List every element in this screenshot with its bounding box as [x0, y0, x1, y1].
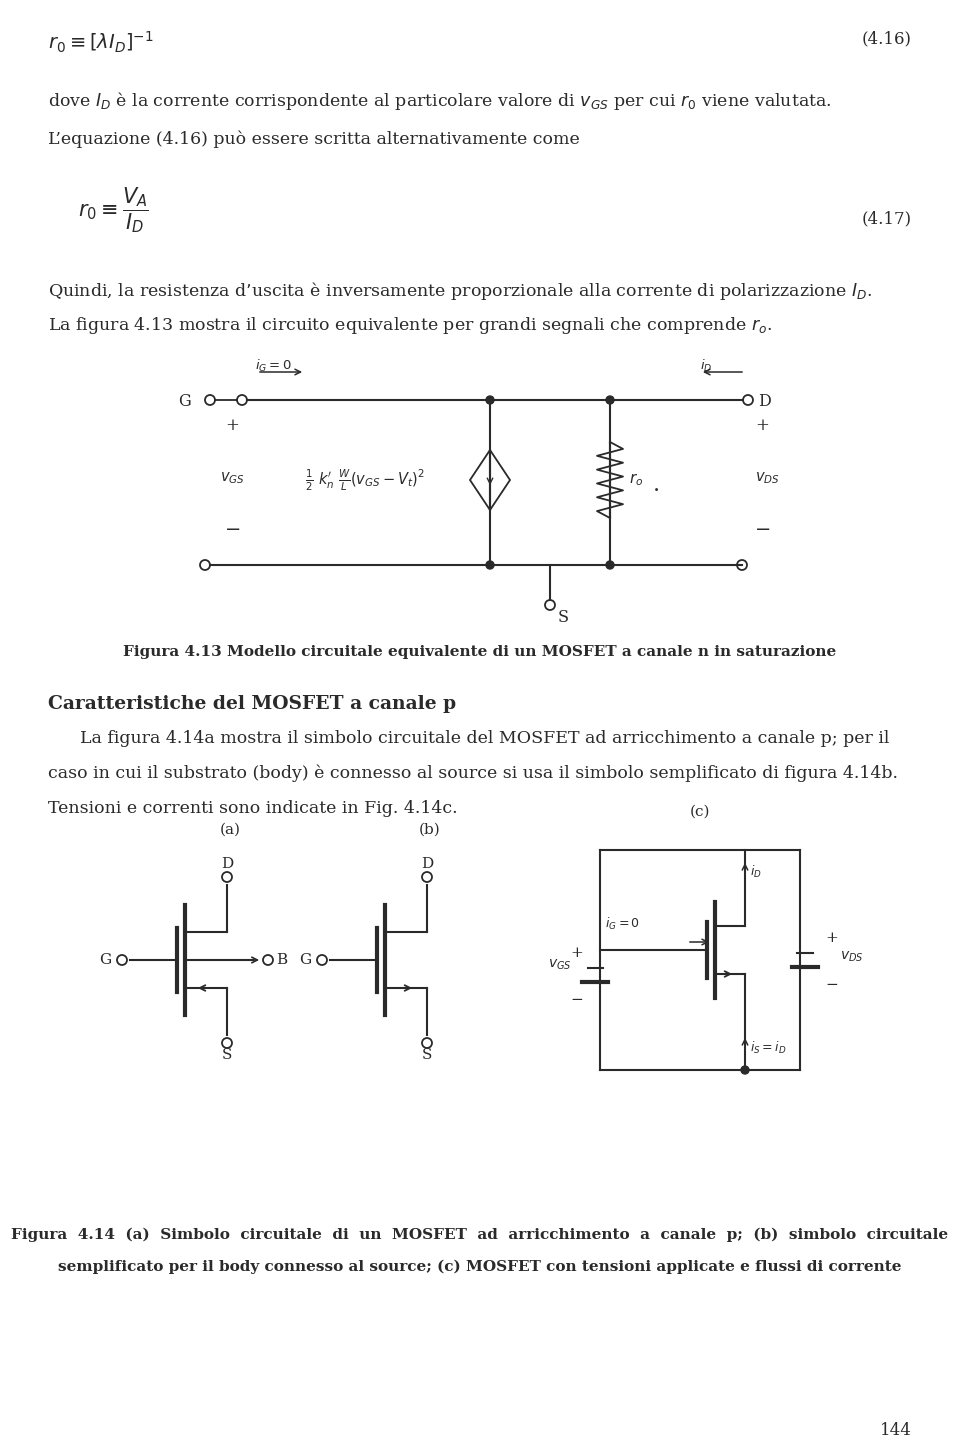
Text: $i_G = 0$: $i_G = 0$ — [605, 917, 640, 933]
Text: −: − — [225, 521, 241, 538]
Text: +: + — [755, 416, 769, 434]
Text: S: S — [421, 1048, 432, 1062]
Text: $r_o$: $r_o$ — [629, 471, 643, 489]
Text: Caratteristiche del MOSFET a canale p: Caratteristiche del MOSFET a canale p — [48, 695, 456, 713]
Text: B: B — [276, 953, 288, 968]
Text: G: G — [178, 393, 191, 410]
Text: dove $I_D$ è la corrente corrispondente al particolare valore di $v_{GS}$ per cu: dove $I_D$ è la corrente corrispondente … — [48, 90, 831, 112]
Text: S: S — [222, 1048, 232, 1062]
Text: La figura 4.14a mostra il simbolo circuitale del MOSFET ad arricchimento a canal: La figura 4.14a mostra il simbolo circui… — [80, 730, 889, 746]
Text: Figura 4.13 Modello circuitale equivalente di un MOSFET a canale n in saturazion: Figura 4.13 Modello circuitale equivalen… — [124, 645, 836, 659]
Text: $v_{DS}$: $v_{DS}$ — [755, 470, 780, 486]
Text: −: − — [825, 978, 838, 992]
Text: +: + — [225, 416, 239, 434]
Circle shape — [606, 396, 614, 404]
Text: Figura  4.14  (a)  Simbolo  circuitale  di  un  MOSFET  ad  arricchimento  a  ca: Figura 4.14 (a) Simbolo circuitale di un… — [12, 1228, 948, 1243]
Text: G: G — [99, 953, 111, 968]
Text: $\frac{1}{2}\ k_n^{\prime}\ \frac{W}{L}(v_{GS}-V_t)^2$: $\frac{1}{2}\ k_n^{\prime}\ \frac{W}{L}(… — [305, 467, 425, 493]
Text: +: + — [570, 946, 583, 960]
Text: Tensioni e correnti sono indicate in Fig. 4.14c.: Tensioni e correnti sono indicate in Fig… — [48, 800, 458, 818]
Text: (4.16): (4.16) — [862, 31, 912, 47]
Text: −: − — [570, 992, 583, 1007]
Text: semplificato per il body connesso al source; (c) MOSFET con tensioni applicate e: semplificato per il body connesso al sou… — [59, 1260, 901, 1275]
Text: 144: 144 — [880, 1422, 912, 1439]
Text: D: D — [758, 393, 771, 410]
Text: $r_0 \equiv \dfrac{V_A}{I_D}$: $r_0 \equiv \dfrac{V_A}{I_D}$ — [78, 185, 149, 234]
Text: D: D — [221, 857, 233, 872]
Text: $v_{GS}$: $v_{GS}$ — [548, 957, 571, 972]
Text: $r_0 \equiv [\lambda I_D]^{-1}$: $r_0 \equiv [\lambda I_D]^{-1}$ — [48, 31, 154, 55]
Text: caso in cui il substrato (body) è connesso al source si usa il simbolo semplific: caso in cui il substrato (body) è connes… — [48, 765, 898, 783]
Text: +: + — [825, 931, 838, 944]
Text: $i_G = 0$: $i_G = 0$ — [255, 358, 292, 374]
Text: S: S — [558, 610, 569, 627]
Text: (4.17): (4.17) — [862, 210, 912, 227]
Circle shape — [486, 396, 494, 404]
Text: −: − — [755, 521, 772, 538]
Text: Quindi, la resistenza d’uscita è inversamente proporzionale alla corrente di pol: Quindi, la resistenza d’uscita è inversa… — [48, 279, 873, 303]
Text: D: D — [420, 857, 433, 872]
Text: La figura 4.13 mostra il circuito equivalente per grandi segnali che comprende $: La figura 4.13 mostra il circuito equiva… — [48, 314, 772, 336]
Text: (c): (c) — [689, 805, 710, 819]
Text: L’equazione (4.16) può essere scritta alternativamente come: L’equazione (4.16) può essere scritta al… — [48, 129, 580, 147]
Circle shape — [486, 562, 494, 569]
Text: $v_{GS}$: $v_{GS}$ — [220, 470, 245, 486]
Text: .: . — [653, 474, 660, 496]
Circle shape — [741, 1067, 749, 1074]
Text: $i_D$: $i_D$ — [750, 864, 762, 880]
Text: $v_{DS}$: $v_{DS}$ — [840, 950, 864, 965]
Text: $i_D$: $i_D$ — [700, 358, 712, 374]
Circle shape — [606, 562, 614, 569]
Text: (a): (a) — [220, 824, 241, 837]
Text: G: G — [299, 953, 311, 968]
Text: (b): (b) — [420, 824, 441, 837]
Text: $i_S = i_D$: $i_S = i_D$ — [750, 1040, 786, 1056]
